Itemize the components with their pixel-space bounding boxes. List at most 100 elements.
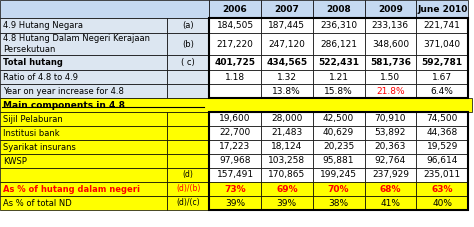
Bar xyxy=(209,84,261,98)
Bar xyxy=(0,168,167,182)
Bar xyxy=(261,18,313,33)
Bar xyxy=(365,126,416,140)
Text: June 2010: June 2010 xyxy=(417,5,467,13)
Text: 13.8%: 13.8% xyxy=(273,86,301,96)
Text: 18,124: 18,124 xyxy=(271,143,302,151)
Text: ( c): ( c) xyxy=(182,58,195,67)
Text: 1.67: 1.67 xyxy=(432,72,452,81)
Text: 68%: 68% xyxy=(380,185,401,193)
Bar xyxy=(313,33,365,55)
Text: 53,892: 53,892 xyxy=(375,128,406,138)
Bar xyxy=(261,84,313,98)
Text: 1.18: 1.18 xyxy=(225,72,245,81)
Bar xyxy=(209,182,261,196)
Bar xyxy=(313,84,365,98)
Bar xyxy=(313,0,365,18)
Bar xyxy=(365,18,416,33)
Bar xyxy=(261,154,313,168)
Text: 2009: 2009 xyxy=(378,5,403,13)
Bar xyxy=(261,196,313,210)
Text: (d)/(c): (d)/(c) xyxy=(176,198,200,207)
Bar xyxy=(0,98,472,112)
Text: 157,491: 157,491 xyxy=(217,170,254,180)
Text: Year on year increase for 4.8: Year on year increase for 4.8 xyxy=(3,86,124,96)
Text: 40,629: 40,629 xyxy=(323,128,354,138)
Text: 434,565: 434,565 xyxy=(266,58,307,67)
Bar xyxy=(167,18,209,33)
Text: 19,529: 19,529 xyxy=(427,143,458,151)
Text: 217,220: 217,220 xyxy=(217,39,254,49)
Bar xyxy=(365,70,416,84)
Bar xyxy=(365,154,416,168)
Text: 2008: 2008 xyxy=(326,5,351,13)
Bar xyxy=(416,70,468,84)
Bar xyxy=(167,84,209,98)
Text: (a): (a) xyxy=(182,21,194,30)
Bar xyxy=(209,168,261,182)
Bar xyxy=(416,112,468,126)
Bar xyxy=(0,0,209,18)
Text: 28,000: 28,000 xyxy=(271,114,302,123)
Text: 70,910: 70,910 xyxy=(374,114,406,123)
Bar xyxy=(365,140,416,154)
Text: 15.8%: 15.8% xyxy=(324,86,353,96)
Text: 95,881: 95,881 xyxy=(323,156,355,165)
Bar xyxy=(365,55,416,70)
Bar xyxy=(416,182,468,196)
Bar xyxy=(261,126,313,140)
Bar xyxy=(416,126,468,140)
Bar xyxy=(416,33,468,55)
Bar xyxy=(209,70,261,84)
Text: 19,600: 19,600 xyxy=(219,114,251,123)
Bar xyxy=(313,70,365,84)
Text: 6.4%: 6.4% xyxy=(431,86,454,96)
Bar xyxy=(261,140,313,154)
Bar xyxy=(167,182,209,196)
Text: 2007: 2007 xyxy=(274,5,299,13)
Text: 199,245: 199,245 xyxy=(320,170,357,180)
Bar xyxy=(416,168,468,182)
Bar xyxy=(0,33,167,55)
Bar xyxy=(0,154,167,168)
Bar xyxy=(167,33,209,55)
Bar xyxy=(416,18,468,33)
Text: Sijil Pelaburan: Sijil Pelaburan xyxy=(3,114,63,123)
Text: 4.8 Hutang Dalam Negeri Kerajaan
Persekutuan: 4.8 Hutang Dalam Negeri Kerajaan Perseku… xyxy=(3,34,150,54)
Bar xyxy=(313,18,365,33)
Bar xyxy=(0,112,167,126)
Text: 39%: 39% xyxy=(225,198,245,207)
Bar xyxy=(365,168,416,182)
Text: 103,258: 103,258 xyxy=(268,156,305,165)
Bar xyxy=(0,126,167,140)
Text: Total hutang: Total hutang xyxy=(3,58,63,67)
Bar xyxy=(0,196,167,210)
Text: KWSP: KWSP xyxy=(3,156,27,165)
Text: 1.21: 1.21 xyxy=(328,72,348,81)
Bar xyxy=(167,70,209,84)
Text: As % of total ND: As % of total ND xyxy=(3,198,72,207)
Text: 70%: 70% xyxy=(328,185,349,193)
Text: 21.8%: 21.8% xyxy=(376,86,405,96)
Text: 21,483: 21,483 xyxy=(271,128,302,138)
Text: (d)/(b): (d)/(b) xyxy=(176,185,201,193)
Text: (d): (d) xyxy=(183,170,194,180)
Bar xyxy=(365,112,416,126)
Bar xyxy=(0,55,167,70)
Text: 41%: 41% xyxy=(381,198,401,207)
Text: 236,310: 236,310 xyxy=(320,21,357,30)
Bar xyxy=(261,112,313,126)
Bar xyxy=(365,196,416,210)
Text: 44,368: 44,368 xyxy=(427,128,458,138)
Bar xyxy=(365,33,416,55)
Bar xyxy=(261,70,313,84)
Bar xyxy=(167,112,209,126)
Text: 237,929: 237,929 xyxy=(372,170,409,180)
Text: 170,865: 170,865 xyxy=(268,170,305,180)
Bar xyxy=(209,196,261,210)
Bar xyxy=(209,112,468,210)
Bar xyxy=(416,0,468,18)
Text: 38%: 38% xyxy=(328,198,349,207)
Bar xyxy=(0,18,167,33)
Text: Ratio of 4.8 to 4.9: Ratio of 4.8 to 4.9 xyxy=(3,72,78,81)
Text: (b): (b) xyxy=(182,39,194,49)
